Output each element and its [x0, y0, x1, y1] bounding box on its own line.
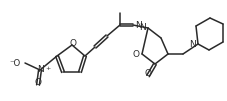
Text: O: O [132, 50, 139, 59]
Text: O: O [144, 69, 151, 78]
Text: +: + [45, 66, 50, 71]
Text: N: N [134, 21, 141, 29]
Text: N: N [139, 23, 145, 32]
Text: N: N [188, 41, 195, 49]
Text: O: O [69, 39, 76, 48]
Text: O: O [34, 78, 41, 87]
Text: N: N [37, 66, 44, 75]
Text: ⁻O: ⁻O [10, 58, 21, 67]
